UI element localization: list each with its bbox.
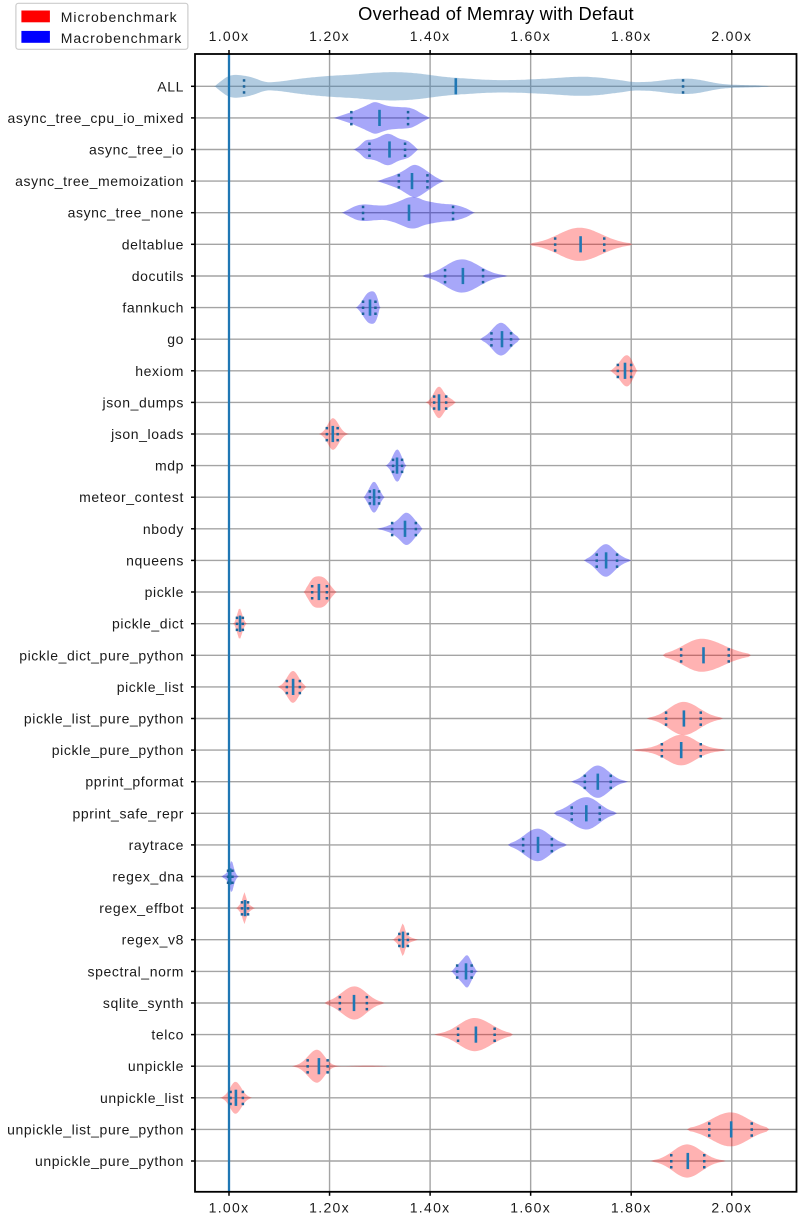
svg-text:telco: telco — [151, 1027, 184, 1043]
svg-text:1.00x: 1.00x — [209, 1200, 250, 1216]
svg-text:json_dumps: json_dumps — [102, 394, 185, 410]
svg-text:Microbenchmark: Microbenchmark — [61, 9, 178, 25]
svg-text:pickle_dict_pure_python: pickle_dict_pure_python — [19, 647, 184, 663]
svg-text:sqlite_synth: sqlite_synth — [103, 995, 184, 1011]
svg-text:unpickle_list_pure_python: unpickle_list_pure_python — [7, 1121, 184, 1137]
svg-text:fannkuch: fannkuch — [122, 300, 184, 316]
svg-text:docutils: docutils — [132, 268, 184, 284]
svg-text:pickle: pickle — [145, 584, 184, 600]
svg-text:nbody: nbody — [143, 521, 184, 537]
svg-text:pickle_pure_python: pickle_pure_python — [52, 742, 184, 758]
svg-text:ALL: ALL — [157, 78, 184, 94]
svg-text:1.60x: 1.60x — [510, 1200, 551, 1216]
svg-text:async_tree_cpu_io_mixed: async_tree_cpu_io_mixed — [8, 110, 184, 126]
svg-text:unpickle: unpickle — [128, 1058, 184, 1074]
svg-text:1.20x: 1.20x — [309, 1200, 350, 1216]
svg-text:meteor_contest: meteor_contest — [79, 489, 184, 505]
svg-text:1.40x: 1.40x — [410, 1200, 451, 1216]
svg-text:hexiom: hexiom — [135, 363, 184, 379]
svg-text:go: go — [167, 331, 184, 347]
svg-text:deltablue: deltablue — [122, 236, 184, 252]
svg-text:2.00x: 2.00x — [711, 1200, 752, 1216]
svg-text:nqueens: nqueens — [126, 552, 184, 568]
svg-text:1.60x: 1.60x — [510, 28, 551, 44]
svg-text:1.40x: 1.40x — [410, 28, 451, 44]
svg-text:raytrace: raytrace — [129, 837, 184, 853]
svg-text:regex_effbot: regex_effbot — [99, 900, 184, 916]
svg-text:1.20x: 1.20x — [309, 28, 350, 44]
svg-text:pickle_dict: pickle_dict — [112, 616, 184, 632]
svg-text:pprint_safe_repr: pprint_safe_repr — [72, 805, 184, 821]
svg-text:1.00x: 1.00x — [209, 28, 250, 44]
svg-text:mdp: mdp — [155, 458, 184, 474]
svg-text:async_tree_none: async_tree_none — [68, 205, 184, 221]
svg-text:unpickle_pure_python: unpickle_pure_python — [35, 1153, 184, 1169]
svg-text:pprint_pformat: pprint_pformat — [85, 774, 184, 790]
svg-text:regex_dna: regex_dna — [112, 869, 184, 885]
svg-text:2.00x: 2.00x — [711, 28, 752, 44]
svg-text:1.80x: 1.80x — [611, 1200, 652, 1216]
svg-text:pickle_list: pickle_list — [117, 679, 184, 695]
svg-text:json_loads: json_loads — [110, 426, 184, 442]
svg-text:1.80x: 1.80x — [611, 28, 652, 44]
svg-text:async_tree_memoization: async_tree_memoization — [15, 173, 184, 189]
svg-text:pickle_list_pure_python: pickle_list_pure_python — [24, 711, 184, 727]
svg-text:Overhead of Memray with Defaut: Overhead of Memray with Defaut — [358, 3, 634, 24]
svg-text:unpickle_list: unpickle_list — [100, 1090, 184, 1106]
svg-text:async_tree_io: async_tree_io — [89, 142, 184, 158]
svg-text:Macrobenchmark: Macrobenchmark — [61, 30, 183, 46]
svg-text:spectral_norm: spectral_norm — [87, 963, 184, 979]
svg-text:regex_v8: regex_v8 — [122, 932, 184, 948]
